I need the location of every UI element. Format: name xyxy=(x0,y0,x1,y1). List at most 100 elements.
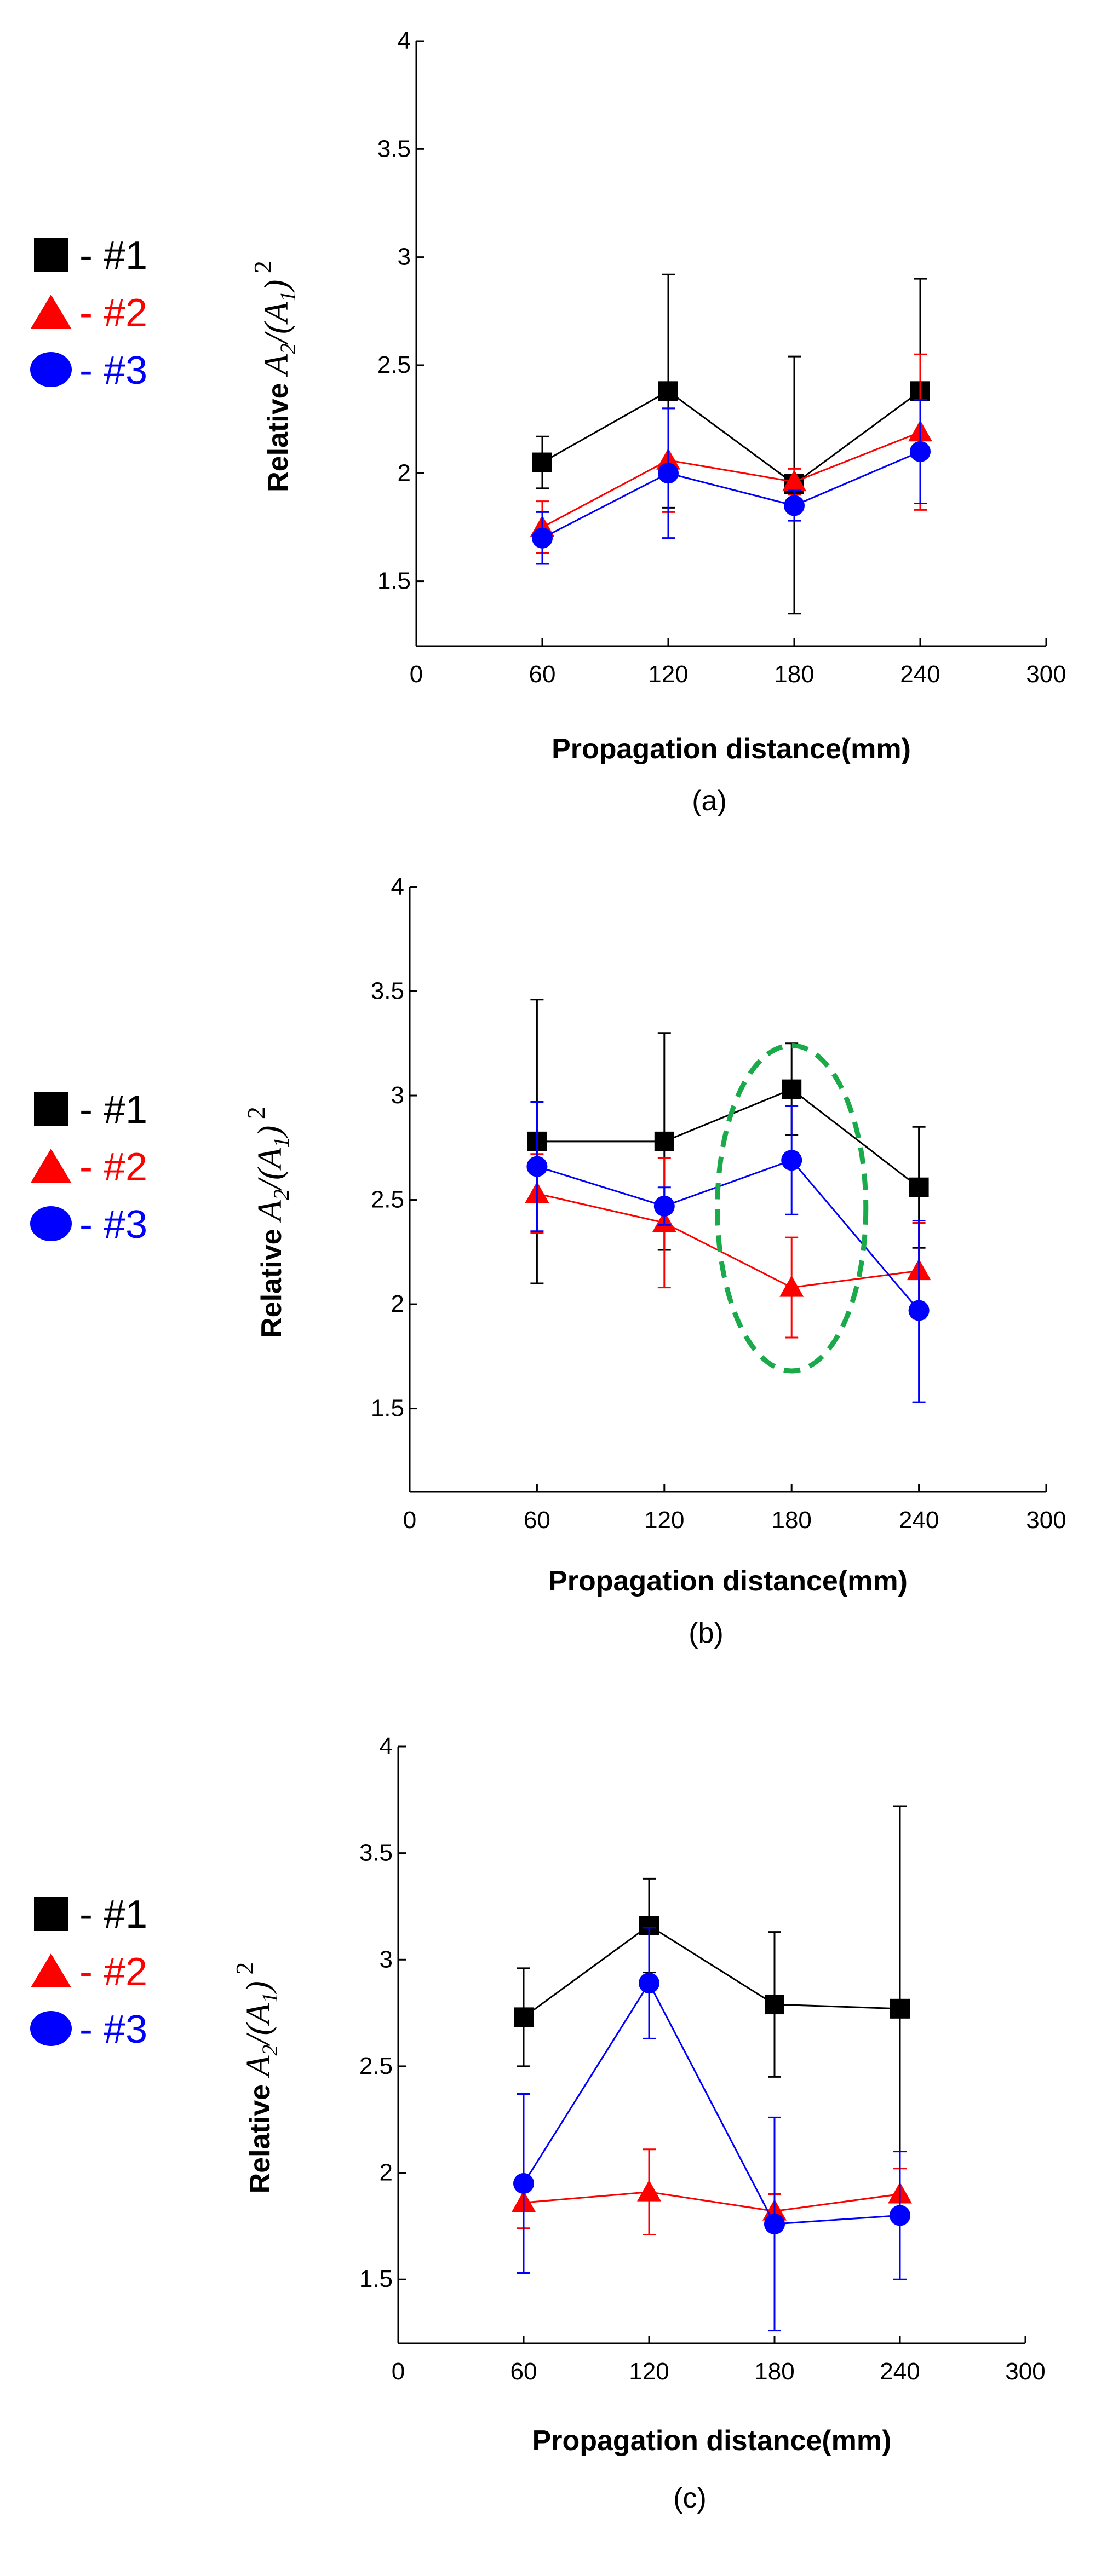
x-tick-label: 0 xyxy=(392,2358,405,2385)
y-axis-label-part: A xyxy=(258,354,295,377)
x-tick-label: 120 xyxy=(644,1507,684,1534)
y-tick-label: 3 xyxy=(380,1946,393,1973)
y-axis-label-part: A xyxy=(240,2055,277,2078)
y-tick-label: 4 xyxy=(380,1733,393,1760)
legend-item-n1: - #1 xyxy=(34,1893,147,1937)
legend: - #1 - #2 - #3 xyxy=(30,1088,147,1247)
y-tick-label: 2 xyxy=(398,459,411,486)
y-tick-label: 2 xyxy=(391,1290,404,1317)
data-point-square xyxy=(765,1995,784,2015)
series-n1 xyxy=(527,999,929,1284)
legend-label: - #1 xyxy=(79,1088,147,1132)
data-point-circle xyxy=(653,1195,675,1217)
y-tick-label: 3.5 xyxy=(371,978,404,1005)
y-axis-label-part: 1 xyxy=(276,291,300,302)
y-tick-label: 2 xyxy=(380,2159,393,2186)
x-tick-label: 60 xyxy=(529,661,556,688)
y-axis-label-part: A xyxy=(251,1147,289,1171)
legend-marker-circle xyxy=(30,352,72,387)
legend-marker-triangle xyxy=(31,1953,71,1987)
series-line xyxy=(542,431,921,528)
y-axis-label-part: 1 xyxy=(257,1992,282,2003)
legend-label: - #2 xyxy=(79,1950,147,1994)
x-tick-label: 120 xyxy=(648,661,688,688)
x-tick-label: 60 xyxy=(524,1507,550,1534)
x-tick-label: 240 xyxy=(880,2358,920,2385)
legend-marker-circle xyxy=(30,1206,72,1241)
y-tick-label: 2.5 xyxy=(371,1186,404,1213)
x-tick-label: 180 xyxy=(771,1507,811,1534)
y-tick-label: 3 xyxy=(398,244,411,270)
y-axis-label-part: /( xyxy=(240,2022,277,2046)
series-n1 xyxy=(514,1805,910,2212)
series-n3 xyxy=(526,1100,930,1403)
legend: - #1 - #2 - #3 xyxy=(30,234,147,393)
y-axis-label-part: /( xyxy=(251,1167,289,1191)
y-tick-label: 1.5 xyxy=(359,2266,393,2292)
y-axis-label: Relative A2/(A1) 2 xyxy=(242,1107,294,1338)
y-axis-label-part: 2 xyxy=(231,1962,259,1981)
legend-label: - #1 xyxy=(79,234,147,278)
legend-item-n2: - #2 xyxy=(31,1950,147,1994)
data-point-circle xyxy=(513,2173,534,2194)
legend-marker-square xyxy=(34,1092,68,1126)
y-axis-label-part: Relative xyxy=(262,375,294,492)
legend-item-n2: - #2 xyxy=(31,291,147,335)
x-tick-label: 240 xyxy=(900,661,940,688)
y-tick-label: 4 xyxy=(391,873,404,900)
legend-item-n3: - #3 xyxy=(30,349,147,393)
y-axis-label: Relative A2/(A1) 2 xyxy=(249,261,300,492)
data-point-circle xyxy=(910,441,931,462)
panel-caption: (c) xyxy=(673,2482,707,2514)
legend-item-n3: - #3 xyxy=(30,1203,147,1247)
y-axis-label-part: 2 xyxy=(257,2045,282,2056)
x-axis-label: Propagation distance(mm) xyxy=(552,733,911,765)
legend-marker-square xyxy=(34,238,68,272)
series-line xyxy=(542,451,921,539)
legend-label: - #3 xyxy=(79,2008,147,2051)
data-point-square xyxy=(890,1998,910,2019)
x-tick-label: 180 xyxy=(774,661,814,688)
x-tick-label: 300 xyxy=(1026,1507,1066,1534)
series-line xyxy=(537,1088,920,1188)
y-axis-label-part: 2 xyxy=(276,343,300,354)
data-point-triangle xyxy=(779,1275,804,1297)
data-point-circle xyxy=(532,527,553,549)
y-axis-label-part: 1 xyxy=(269,1137,294,1148)
data-point-circle xyxy=(658,463,679,484)
y-tick-label: 3.5 xyxy=(377,135,411,162)
y-tick-label: 2.5 xyxy=(377,351,411,378)
legend-label: - #2 xyxy=(79,291,147,335)
data-point-triangle xyxy=(782,470,806,492)
x-tick-label: 300 xyxy=(1005,2358,1045,2385)
y-axis-label-part: Relative xyxy=(256,1221,288,1338)
data-point-circle xyxy=(890,2205,910,2226)
legend: - #1 - #2 - #3 xyxy=(30,1893,147,2051)
data-point-circle xyxy=(526,1156,548,1177)
series-line xyxy=(523,1981,900,2225)
y-tick-label: 1.5 xyxy=(377,568,411,595)
legend-label: - #3 xyxy=(79,1203,147,1247)
data-point-square xyxy=(654,1131,674,1151)
legend-label: - #1 xyxy=(79,1893,147,1937)
x-tick-label: 300 xyxy=(1026,661,1066,688)
legend-label: - #3 xyxy=(79,349,147,393)
data-point-square xyxy=(782,1079,802,1099)
y-axis-label: Relative A2/(A1) 2 xyxy=(231,1962,282,2194)
legend-label: - #2 xyxy=(79,1145,147,1189)
y-axis-label-part: A xyxy=(251,1200,289,1223)
highlight-ellipse xyxy=(715,1043,869,1374)
y-axis-label-part: A xyxy=(258,301,295,325)
y-axis-label-part: /( xyxy=(258,321,295,345)
data-point-circle xyxy=(784,495,805,516)
legend-marker-triangle xyxy=(31,1149,71,1183)
y-axis-label-part: ) xyxy=(240,1981,277,1994)
y-axis-label-part: 2 xyxy=(269,1189,294,1200)
x-tick-label: 60 xyxy=(511,2358,537,2385)
legend-item-n3: - #3 xyxy=(30,2008,147,2051)
data-point-square xyxy=(658,381,678,401)
y-axis-label-part: 2 xyxy=(249,261,277,280)
